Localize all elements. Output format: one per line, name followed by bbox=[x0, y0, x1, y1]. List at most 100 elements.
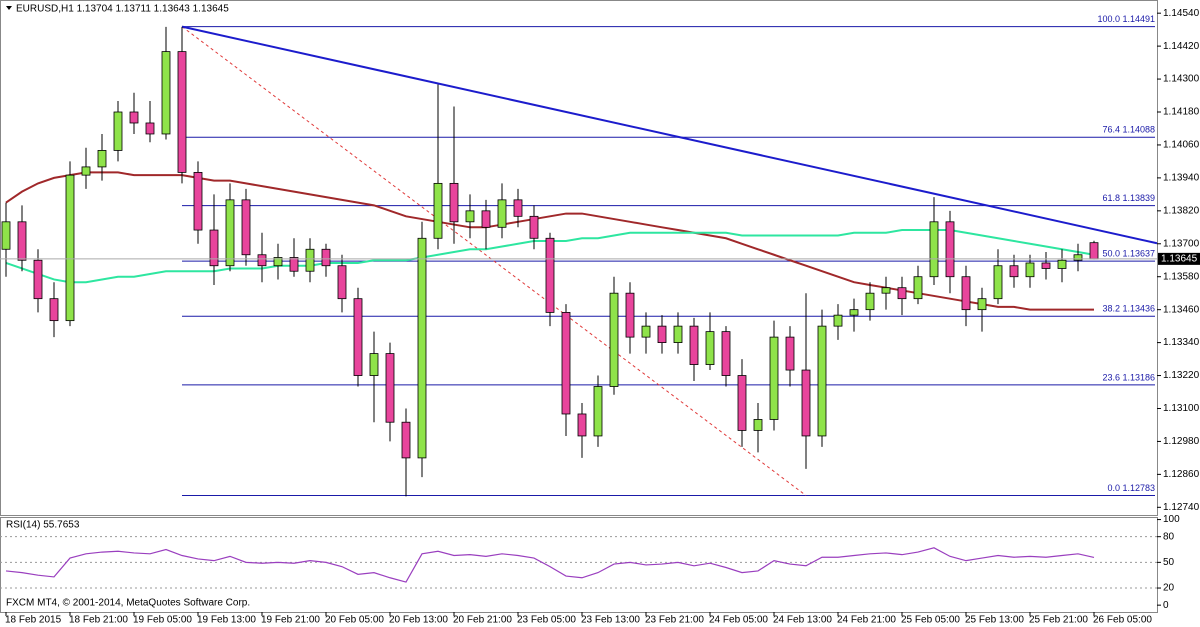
x-tick-label: 23 Feb 21:00 bbox=[645, 615, 704, 626]
candle-body bbox=[337, 265, 347, 300]
candle-body bbox=[913, 276, 923, 300]
x-tick-label: 24 Feb 05:00 bbox=[709, 615, 768, 626]
candle-body bbox=[129, 111, 139, 124]
candle-body bbox=[673, 325, 683, 344]
candle-body bbox=[1, 221, 11, 250]
y-tick-label: 20 bbox=[1163, 583, 1175, 594]
x-tick-label: 20 Feb 13:00 bbox=[389, 615, 448, 626]
candle-body bbox=[17, 221, 27, 261]
candle-body bbox=[1009, 265, 1019, 278]
candle-body bbox=[753, 419, 763, 431]
fib-label: 100.0 1.14491 bbox=[1097, 14, 1155, 24]
x-tick-label: 19 Feb 13:00 bbox=[197, 615, 256, 626]
current-price-label: 1.13645 bbox=[1161, 254, 1198, 265]
y-tick-label: 1.13340 bbox=[1163, 337, 1200, 348]
x-tick-label: 20 Feb 05:00 bbox=[325, 615, 384, 626]
x-tick-label: 19 Feb 21:00 bbox=[261, 615, 320, 626]
candle-body bbox=[737, 375, 747, 431]
candle-body bbox=[657, 325, 667, 344]
footer: FXCM MT4, © 2001-2014, MetaQuotes Softwa… bbox=[6, 598, 250, 609]
candle-body bbox=[81, 166, 91, 176]
current-price-box bbox=[1158, 252, 1200, 265]
price-panel bbox=[0, 0, 1158, 516]
y-tick-label: 1.13700 bbox=[1163, 238, 1200, 249]
candle-body bbox=[353, 298, 363, 376]
candle-body bbox=[241, 199, 251, 256]
candle-body bbox=[417, 237, 427, 459]
y-tick-label: 0 bbox=[1163, 600, 1169, 611]
y-tick-label: 1.14180 bbox=[1163, 107, 1200, 118]
candle-body bbox=[305, 248, 315, 272]
x-tick-label: 23 Feb 05:00 bbox=[517, 615, 576, 626]
candle-body bbox=[1041, 262, 1051, 269]
x-tick-label: 23 Feb 13:00 bbox=[581, 615, 640, 626]
candle-body bbox=[849, 309, 859, 316]
fib-label: 0.0 1.12783 bbox=[1107, 483, 1155, 493]
candle-body bbox=[97, 150, 107, 168]
rsi-line bbox=[5, 547, 1095, 583]
rsi-panel bbox=[0, 517, 1158, 613]
candle-body bbox=[465, 210, 475, 223]
candle-body bbox=[577, 413, 587, 437]
candle-body bbox=[817, 325, 827, 437]
y-tick-label: 1.13100 bbox=[1163, 403, 1200, 414]
x-tick-label: 25 Feb 05:00 bbox=[901, 615, 960, 626]
candle-body bbox=[401, 421, 411, 459]
plot-layer: 1.12740 1.12860 1.12980 1.13100 1.13220 1.133… bbox=[0, 8, 1200, 626]
candle-body bbox=[1057, 259, 1067, 269]
fib-label: 23.6 1.13186 bbox=[1102, 372, 1155, 382]
candle-body bbox=[609, 292, 619, 387]
candle-body bbox=[961, 276, 971, 311]
x-tick-label: 26 Feb 05:00 bbox=[1093, 615, 1152, 626]
candle-body bbox=[433, 182, 443, 239]
candle-body bbox=[641, 325, 651, 338]
candle-body bbox=[1089, 242, 1099, 260]
candle-body bbox=[993, 265, 1003, 300]
candle-body bbox=[161, 51, 171, 135]
candle-body bbox=[177, 51, 187, 173]
x-tick-label: 18 Feb 2015 bbox=[5, 615, 62, 626]
candle-body bbox=[1073, 254, 1083, 261]
x-tick-label: 24 Feb 13:00 bbox=[773, 615, 832, 626]
y-tick-label: 1.13820 bbox=[1163, 205, 1200, 216]
candle-body bbox=[513, 199, 523, 217]
candle-body bbox=[209, 229, 219, 267]
y-tick-label: 1.14540 bbox=[1163, 8, 1200, 19]
candle-body bbox=[833, 314, 843, 327]
candle-body bbox=[257, 254, 267, 267]
x-tick-label: 25 Feb 21:00 bbox=[1029, 615, 1088, 626]
candle-body bbox=[545, 237, 555, 313]
candle-body bbox=[321, 248, 331, 267]
moving-average bbox=[5, 171, 1094, 311]
candle-body bbox=[113, 111, 123, 151]
y-tick-label: 1.14420 bbox=[1163, 41, 1200, 52]
candle-body bbox=[449, 182, 459, 223]
candle-body bbox=[705, 331, 715, 365]
candle-body bbox=[289, 257, 299, 272]
y-tick-label: 1.13220 bbox=[1163, 370, 1200, 381]
y-tick-label: 1.12860 bbox=[1163, 469, 1200, 480]
candle-body bbox=[65, 174, 75, 322]
fib-label: 50.0 1.13637 bbox=[1102, 248, 1155, 258]
candle-body bbox=[897, 287, 907, 300]
x-tick-label: 19 Feb 05:00 bbox=[133, 615, 192, 626]
y-tick-label: 1.12980 bbox=[1163, 436, 1200, 447]
fib-label: 61.8 1.13839 bbox=[1102, 193, 1155, 203]
y-tick-label: 100 bbox=[1163, 514, 1180, 525]
candle-body bbox=[369, 353, 379, 376]
candle-body bbox=[625, 292, 635, 338]
x-tick-label: 24 Feb 21:00 bbox=[837, 615, 896, 626]
candle-body bbox=[33, 259, 43, 300]
menu-arrow bbox=[6, 6, 12, 10]
candle-body bbox=[1025, 262, 1035, 278]
candle-body bbox=[225, 199, 235, 267]
candle-body bbox=[881, 287, 891, 294]
candle-body bbox=[785, 336, 795, 371]
y-tick-label: 1.13940 bbox=[1163, 173, 1200, 184]
candle-body bbox=[273, 257, 283, 267]
candle-body bbox=[721, 331, 731, 376]
y-tick-label: 1.14300 bbox=[1163, 74, 1200, 85]
trendline bbox=[181, 25, 1158, 245]
candle-body bbox=[145, 122, 155, 135]
candle-body bbox=[977, 298, 987, 311]
